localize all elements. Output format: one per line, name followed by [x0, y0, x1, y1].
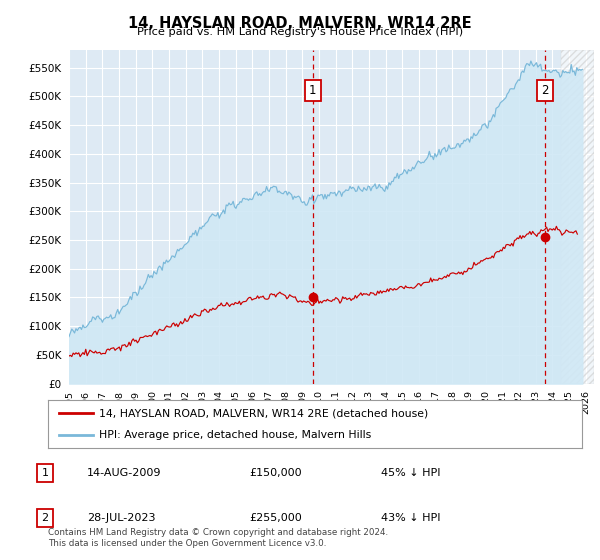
Text: 45% ↓ HPI: 45% ↓ HPI	[381, 468, 440, 478]
Text: Contains HM Land Registry data © Crown copyright and database right 2024.
This d: Contains HM Land Registry data © Crown c…	[48, 528, 388, 548]
Text: 14-AUG-2009: 14-AUG-2009	[87, 468, 161, 478]
Text: 28-JUL-2023: 28-JUL-2023	[87, 513, 155, 523]
Text: 2: 2	[542, 84, 549, 97]
Text: 1: 1	[309, 84, 316, 97]
Text: 1: 1	[41, 468, 49, 478]
Text: £150,000: £150,000	[249, 468, 302, 478]
Text: 14, HAYSLAN ROAD, MALVERN, WR14 2RE: 14, HAYSLAN ROAD, MALVERN, WR14 2RE	[128, 16, 472, 31]
Text: 43% ↓ HPI: 43% ↓ HPI	[381, 513, 440, 523]
Text: 14, HAYSLAN ROAD, MALVERN, WR14 2RE (detached house): 14, HAYSLAN ROAD, MALVERN, WR14 2RE (det…	[99, 408, 428, 418]
Text: HPI: Average price, detached house, Malvern Hills: HPI: Average price, detached house, Malv…	[99, 430, 371, 440]
Text: £255,000: £255,000	[249, 513, 302, 523]
Text: 2: 2	[41, 513, 49, 523]
Text: Price paid vs. HM Land Registry's House Price Index (HPI): Price paid vs. HM Land Registry's House …	[137, 27, 463, 37]
